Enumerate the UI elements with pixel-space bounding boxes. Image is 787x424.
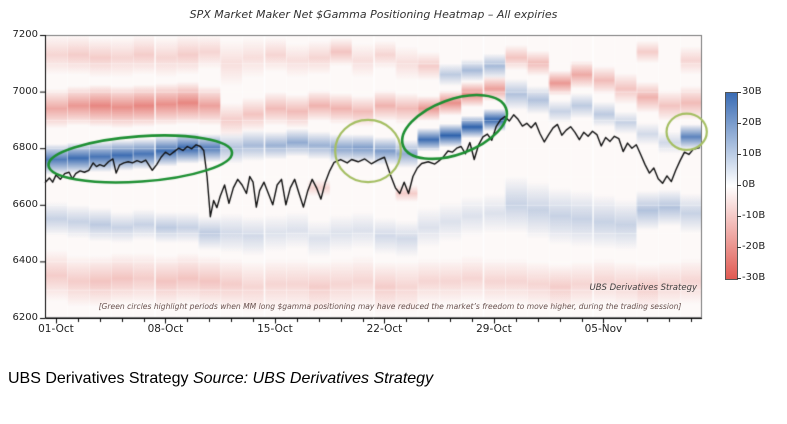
figure-caption: UBS Derivatives Strategy Source: UBS Der… [8, 370, 433, 388]
colorbar-tick-label: 0B [742, 179, 756, 190]
x-axis-tick-label: 01-Oct [38, 323, 74, 335]
x-axis-tick-label: 15-Oct [257, 323, 293, 335]
colorbar-tick-mark [737, 185, 741, 186]
colorbar-tick-label: -10B [742, 210, 766, 221]
y-axis-tick-label: 7200 [12, 29, 38, 40]
heatmap-canvas [0, 0, 787, 360]
colorbar-tick-mark [737, 278, 741, 279]
colorbar-tick-mark [737, 92, 741, 93]
colorbar-tick-label: 20B [742, 117, 762, 128]
colorbar-tick-label: -30B [742, 272, 766, 283]
x-axis-tick-label: 08-Oct [147, 323, 184, 335]
colorbar-tick-mark [737, 154, 741, 155]
caption-brand: UBS Derivatives Strategy [8, 370, 189, 387]
y-axis-tick-label: 7000 [12, 85, 38, 97]
colorbar-tick-mark [737, 216, 741, 217]
chart-title: SPX Market Maker Net $Gamma Positioning … [189, 8, 558, 21]
caption-source: Source: UBS Derivatives Strategy [192, 370, 434, 387]
x-axis-tick-label: 29-Oct [476, 323, 512, 335]
y-axis-tick-label: 6200 [12, 312, 38, 323]
colorbar-tick-label: 10B [742, 148, 762, 159]
colorbar-gradient [725, 92, 738, 280]
y-axis-tick-label: 6400 [12, 255, 38, 267]
y-axis-tick-label: 6800 [12, 142, 38, 154]
colorbar-tick-label: -20B [742, 241, 766, 252]
y-axis-tick-label: 6600 [12, 198, 38, 210]
green-circles-footnote: [Green circles highlight periods when MM… [98, 302, 682, 311]
colorbar-tick-label: 30B [742, 86, 762, 97]
x-axis-tick-label: 05-Nov [584, 323, 623, 335]
colorbar-tick-mark [737, 247, 741, 248]
colorbar-tick-mark [737, 123, 741, 124]
ubs-watermark: UBS Derivatives Strategy [589, 283, 697, 293]
x-axis-tick-label: 22-Oct [366, 323, 403, 335]
